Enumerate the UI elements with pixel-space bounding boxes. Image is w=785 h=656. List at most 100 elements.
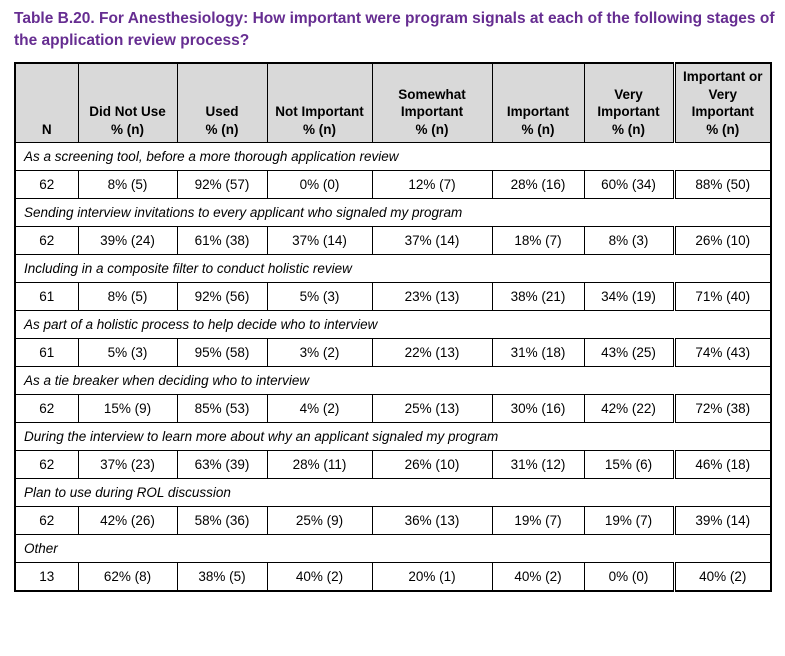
data-cell: 19% (7) — [583, 506, 675, 536]
table-row: 62 8% (5) 92% (57) 0% (0) 12% (7) 28% (16) 60%… — [14, 170, 772, 200]
data-cell: 5% (3) — [77, 338, 178, 368]
column-header: Used% (n) — [176, 62, 268, 144]
data-cell: 37% (14) — [266, 226, 373, 256]
data-cell: 8% (5) — [77, 170, 178, 200]
data-cell: 71% (40) — [672, 282, 772, 312]
section-row: Other — [14, 534, 772, 564]
data-cell: 22% (13) — [371, 338, 493, 368]
data-cell: 36% (13) — [371, 506, 493, 536]
data-cell: 13 — [14, 562, 79, 592]
table-row: 61 5% (3) 95% (58) 3% (2) 22% (13) 31% (18) 43… — [14, 338, 772, 368]
data-cell: 15% (9) — [77, 394, 178, 424]
section-row: As part of a holistic process to help de… — [14, 310, 772, 340]
data-cell: 40% (2) — [491, 562, 585, 592]
column-header-name: Important or Very Important — [683, 69, 763, 120]
data-cell: 92% (56) — [176, 282, 268, 312]
column-header-unit: % (n) — [612, 121, 645, 137]
table-row: 61 8% (5) 92% (56) 5% (3) 23% (13) 38% (21) 34… — [14, 282, 772, 312]
column-header-name: Did Not Use — [89, 104, 166, 120]
data-cell: 92% (57) — [176, 170, 268, 200]
data-cell: 62 — [14, 170, 79, 200]
data-cell: 39% (14) — [672, 506, 772, 536]
column-header-unit: % (n) — [706, 121, 740, 137]
section-label: Including in a composite filter to condu… — [14, 254, 772, 284]
data-cell: 8% (5) — [77, 282, 178, 312]
data-cell: 60% (34) — [583, 170, 675, 200]
data-cell: 4% (2) — [266, 394, 373, 424]
data-cell: 61 — [14, 338, 79, 368]
data-cell: 30% (16) — [491, 394, 585, 424]
section-row: Sending interview invitations to every a… — [14, 198, 772, 228]
data-cell: 19% (7) — [491, 506, 585, 536]
column-header-unit: % (n) — [205, 121, 239, 137]
data-cell: 25% (13) — [371, 394, 493, 424]
table-row: 62 42% (26) 58% (36) 25% (9) 36% (13) 19% (7)… — [14, 506, 772, 536]
data-cell: 34% (19) — [583, 282, 675, 312]
data-cell: 39% (24) — [77, 226, 178, 256]
data-cell: 38% (21) — [491, 282, 585, 312]
section-label: Other — [14, 534, 772, 564]
data-cell: 40% (2) — [672, 562, 772, 592]
data-cell: 26% (10) — [672, 226, 772, 256]
data-cell: 37% (14) — [371, 226, 493, 256]
table-body: As a screening tool, before a more thoro… — [14, 142, 772, 592]
data-cell: 95% (58) — [176, 338, 268, 368]
data-cell: 40% (2) — [266, 562, 373, 592]
table-header: N Did Not Use% (n) Used% (n) Not Important%… — [14, 62, 772, 144]
data-cell: 58% (36) — [176, 506, 268, 536]
section-label: During the interview to learn more about… — [14, 422, 772, 452]
data-cell: 28% (16) — [491, 170, 585, 200]
data-cell: 15% (6) — [583, 450, 675, 480]
data-cell: 20% (1) — [371, 562, 493, 592]
table-row: 13 62% (8) 38% (5) 40% (2) 20% (1) 40% (2) 0% … — [14, 562, 772, 592]
section-row: As a screening tool, before a more thoro… — [14, 142, 772, 172]
data-cell: 72% (38) — [672, 394, 772, 424]
data-cell: 12% (7) — [371, 170, 493, 200]
column-header-unit: % (n) — [303, 121, 336, 137]
column-header: Somewhat Important% (n) — [371, 62, 493, 144]
section-row: During the interview to learn more about… — [14, 422, 772, 452]
section-label: Sending interview invitations to every a… — [14, 198, 772, 228]
data-cell: 85% (53) — [176, 394, 268, 424]
data-cell: 25% (9) — [266, 506, 373, 536]
column-header-unit: % (n) — [415, 121, 449, 137]
section-label: Plan to use during ROL discussion — [14, 478, 772, 508]
column-header: Important or Very Important% (n) — [672, 62, 772, 144]
data-cell: 88% (50) — [672, 170, 772, 200]
data-cell: 26% (10) — [371, 450, 493, 480]
data-cell: 42% (26) — [77, 506, 178, 536]
section-label: As a tie breaker when deciding who to in… — [14, 366, 772, 396]
data-cell: 31% (12) — [491, 450, 585, 480]
data-cell: 74% (43) — [672, 338, 772, 368]
data-cell: 62 — [14, 506, 79, 536]
data-cell: 31% (18) — [491, 338, 585, 368]
data-cell: 62 — [14, 394, 79, 424]
table-title: Table B.20. For Anesthesiology: How impo… — [14, 10, 775, 49]
data-cell: 0% (0) — [583, 562, 675, 592]
data-cell: 18% (7) — [491, 226, 585, 256]
column-header-name: Used — [205, 104, 239, 120]
column-header: Not Important% (n) — [266, 62, 373, 144]
data-cell: 37% (23) — [77, 450, 178, 480]
column-header-name: Somewhat Important — [398, 86, 466, 120]
data-cell: 62 — [14, 226, 79, 256]
column-header-name: Important — [506, 104, 570, 120]
data-cell: 0% (0) — [266, 170, 373, 200]
column-header-name: N — [41, 121, 52, 137]
data-cell: 23% (13) — [371, 282, 493, 312]
data-cell: 63% (39) — [176, 450, 268, 480]
program-signals-table: N Did Not Use% (n) Used% (n) Not Important%… — [14, 62, 772, 593]
table-row: 62 37% (23) 63% (39) 28% (11) 26% (10) 31% (1… — [14, 450, 772, 480]
data-cell: 8% (3) — [583, 226, 675, 256]
column-header: Did Not Use% (n) — [77, 62, 178, 144]
column-header-unit: % (n) — [521, 121, 555, 137]
section-row: Plan to use during ROL discussion — [14, 478, 772, 508]
data-cell: 42% (22) — [583, 394, 675, 424]
data-cell: 38% (5) — [176, 562, 268, 592]
data-cell: 43% (25) — [583, 338, 675, 368]
column-header: Very Important% (n) — [583, 62, 675, 144]
section-label: As part of a holistic process to help de… — [14, 310, 772, 340]
data-cell: 62 — [14, 450, 79, 480]
section-row: As a tie breaker when deciding who to in… — [14, 366, 772, 396]
